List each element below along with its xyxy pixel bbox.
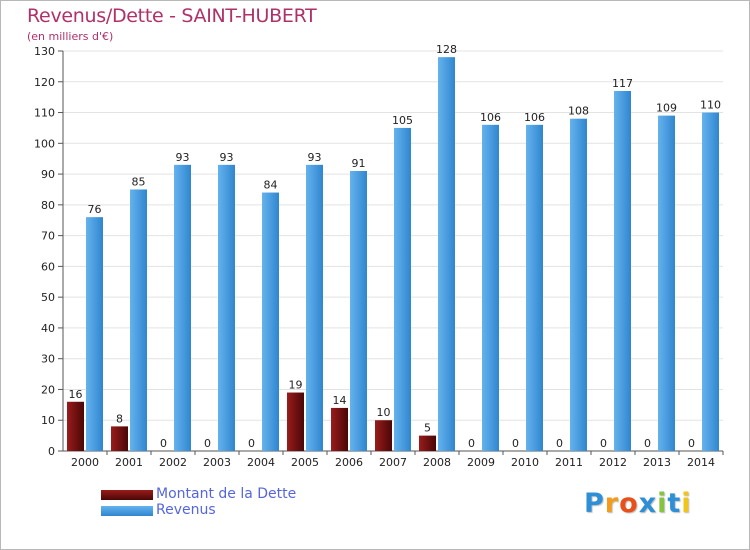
y-tick-label: 30 bbox=[41, 353, 55, 366]
bar-revenus bbox=[570, 118, 587, 451]
x-tick-label: 2013 bbox=[643, 456, 671, 469]
data-label-revenus: 105 bbox=[392, 114, 413, 127]
y-tick-label: 100 bbox=[34, 137, 55, 150]
bar-revenus bbox=[526, 124, 543, 451]
y-tick-label: 80 bbox=[41, 199, 55, 212]
x-tick-label: 2006 bbox=[335, 456, 363, 469]
x-tick-label: 2014 bbox=[687, 456, 715, 469]
x-tick-label: 2009 bbox=[467, 456, 495, 469]
bar-revenus bbox=[394, 127, 411, 451]
x-tick-label: 2008 bbox=[423, 456, 451, 469]
data-label-revenus: 106 bbox=[480, 111, 501, 124]
bar-revenus bbox=[482, 124, 499, 451]
data-label-revenus: 93 bbox=[220, 151, 234, 164]
y-tick-label: 50 bbox=[41, 291, 55, 304]
bar-dette bbox=[331, 407, 348, 451]
bar-dette bbox=[287, 392, 304, 451]
data-label-dette: 0 bbox=[644, 437, 651, 450]
bar-dette bbox=[67, 401, 84, 451]
data-label-revenus: 84 bbox=[264, 179, 278, 192]
proxiti-logo: Proxiti bbox=[584, 488, 692, 519]
bar-revenus bbox=[174, 164, 191, 451]
logo-letter: i bbox=[681, 488, 692, 519]
logo-letter: t bbox=[667, 488, 682, 519]
data-label-dette: 19 bbox=[289, 379, 303, 392]
data-label-dette: 10 bbox=[377, 406, 391, 419]
legend-label-revenus: Revenus bbox=[156, 502, 216, 518]
data-label-revenus: 91 bbox=[352, 157, 366, 170]
chart-subtitle: (en milliers d'€) bbox=[27, 30, 114, 43]
data-label-dette: 0 bbox=[248, 437, 255, 450]
logo-letter: x bbox=[638, 488, 658, 519]
data-label-dette: 16 bbox=[69, 388, 83, 401]
bar-dette bbox=[111, 426, 128, 451]
x-tick-label: 2003 bbox=[203, 456, 231, 469]
bar-revenus bbox=[262, 192, 279, 452]
data-label-revenus: 117 bbox=[612, 77, 633, 90]
x-tick-label: 2005 bbox=[291, 456, 319, 469]
y-tick-label: 60 bbox=[41, 260, 55, 273]
bar-revenus bbox=[218, 164, 235, 451]
data-label-dette: 0 bbox=[556, 437, 563, 450]
chart-title: Revenus/Dette - SAINT-HUBERT bbox=[27, 5, 317, 27]
legend-swatch-revenus bbox=[101, 506, 153, 516]
bar-revenus bbox=[438, 57, 455, 452]
x-tick-label: 2000 bbox=[71, 456, 99, 469]
bar-revenus bbox=[130, 189, 147, 451]
data-label-revenus: 108 bbox=[568, 105, 589, 118]
bar-revenus bbox=[350, 171, 367, 451]
logo-letter: P bbox=[584, 488, 605, 519]
bar-dette bbox=[419, 435, 436, 451]
bar-revenus bbox=[306, 164, 323, 451]
legend-swatch-dette bbox=[101, 490, 153, 500]
data-label-dette: 0 bbox=[204, 437, 211, 450]
legend-label-dette: Montant de la Dette bbox=[156, 486, 297, 502]
data-label-dette: 0 bbox=[688, 437, 695, 450]
x-tick-label: 2001 bbox=[115, 456, 143, 469]
y-tick-label: 120 bbox=[34, 76, 55, 89]
data-label-revenus: 93 bbox=[176, 151, 190, 164]
logo-letter: i bbox=[657, 488, 668, 519]
logo-letter: o bbox=[619, 488, 639, 519]
y-tick-label: 20 bbox=[41, 383, 55, 396]
data-label-dette: 0 bbox=[512, 437, 519, 450]
y-tick-label: 0 bbox=[48, 445, 55, 458]
data-label-dette: 0 bbox=[468, 437, 475, 450]
data-label-revenus: 93 bbox=[308, 151, 322, 164]
x-tick-label: 2011 bbox=[555, 456, 583, 469]
bar-revenus bbox=[614, 91, 631, 451]
bar-dette bbox=[375, 420, 392, 451]
data-label-dette: 14 bbox=[333, 394, 347, 407]
x-tick-label: 2004 bbox=[247, 456, 275, 469]
y-tick-label: 70 bbox=[41, 230, 55, 243]
data-label-revenus: 106 bbox=[524, 111, 545, 124]
data-label-revenus: 85 bbox=[132, 175, 146, 188]
x-tick-label: 2002 bbox=[159, 456, 187, 469]
data-label-dette: 0 bbox=[600, 437, 607, 450]
y-tick-label: 40 bbox=[41, 322, 55, 335]
bar-revenus bbox=[658, 115, 675, 451]
x-tick-label: 2007 bbox=[379, 456, 407, 469]
data-label-dette: 5 bbox=[424, 422, 431, 435]
y-tick-label: 90 bbox=[41, 168, 55, 181]
logo-letter: r bbox=[604, 488, 620, 519]
y-tick-label: 130 bbox=[34, 45, 55, 58]
data-label-revenus: 109 bbox=[656, 102, 677, 115]
data-label-revenus: 110 bbox=[700, 99, 721, 112]
data-label-dette: 0 bbox=[160, 437, 167, 450]
y-tick-label: 10 bbox=[41, 414, 55, 427]
x-tick-label: 2012 bbox=[599, 456, 627, 469]
data-label-dette: 8 bbox=[116, 412, 123, 425]
bar-revenus bbox=[86, 217, 103, 451]
bar-revenus bbox=[702, 112, 719, 452]
data-label-revenus: 76 bbox=[88, 203, 102, 216]
y-tick-label: 110 bbox=[34, 107, 55, 120]
x-tick-label: 2010 bbox=[511, 456, 539, 469]
data-label-revenus: 128 bbox=[436, 43, 457, 56]
